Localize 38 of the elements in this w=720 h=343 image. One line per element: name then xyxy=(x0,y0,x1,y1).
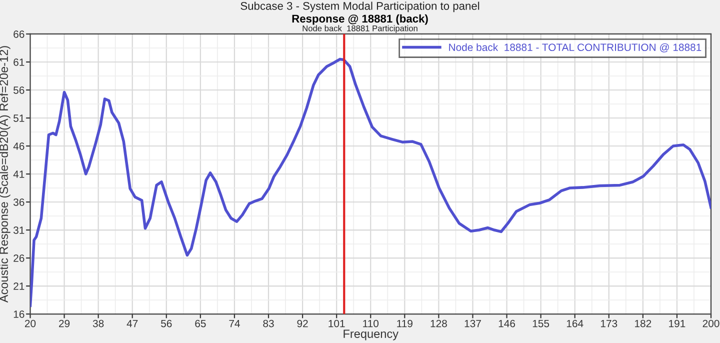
x-tick-label: 83 xyxy=(263,320,274,328)
y-tick-label: 51 xyxy=(14,114,24,122)
x-tick-label: 191 xyxy=(669,320,686,328)
x-tick-label: 137 xyxy=(464,320,481,328)
x-tick-label: 29 xyxy=(59,320,70,328)
x-tick-label: 20 xyxy=(24,320,36,328)
x-tick-label: 38 xyxy=(92,320,104,328)
y-tick-label: 41 xyxy=(13,170,24,178)
legend-label: Node back 18881 - TOTAL CONTRIBUTION @ 18881 xyxy=(449,43,702,52)
text: Node back 18881 Participation xyxy=(302,25,418,33)
chart-subtitle: Response @ 18881 (back) xyxy=(292,14,428,25)
x-tick-label: 65 xyxy=(195,320,206,328)
x-tick-label: 92 xyxy=(297,320,308,328)
x-tick-label: 119 xyxy=(397,320,412,328)
y-tick-label: 36 xyxy=(13,198,24,206)
x-tick-label: 155 xyxy=(532,320,550,328)
y-tick-label: 66 xyxy=(14,30,24,38)
y-tick-label: 56 xyxy=(14,86,24,94)
x-tick-label: 74 xyxy=(229,320,240,328)
x-tick-label: 200 xyxy=(702,320,720,328)
y-tick-label: 21 xyxy=(14,282,24,290)
x-tick-label: 101 xyxy=(328,320,345,328)
x-axis-title: Frequency xyxy=(344,330,398,340)
chart-title: Subcase 3 - System Modal Participation to panel xyxy=(240,2,480,12)
y-tick-label: 26 xyxy=(14,254,24,262)
y-tick-label: 46 xyxy=(13,142,24,150)
x-tick-label: 56 xyxy=(161,320,172,328)
x-tick-label: 164 xyxy=(566,320,584,328)
x-tick-label: 110 xyxy=(363,320,379,328)
y-tick-label: 31 xyxy=(13,226,24,234)
line-series xyxy=(30,58,711,308)
y-tick-label: 16 xyxy=(14,310,24,318)
x-tick-label: 182 xyxy=(635,320,652,328)
x-tick-label: 146 xyxy=(498,320,516,328)
x-tick-label: 128 xyxy=(430,320,447,328)
x-tick-label: 47 xyxy=(126,320,138,328)
y-tick-label: 61 xyxy=(14,58,24,66)
x-tick-label: 173 xyxy=(600,320,618,328)
